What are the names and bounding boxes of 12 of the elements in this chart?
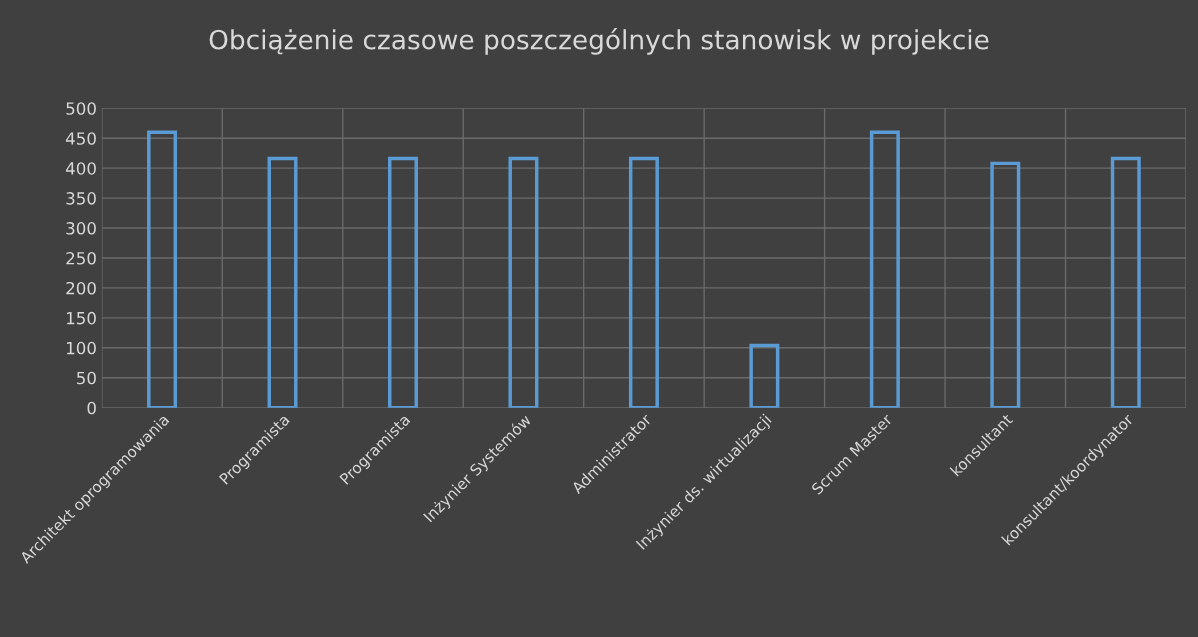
y-tick-label: 350 — [66, 192, 96, 205]
y-tick-label: 450 — [65, 132, 96, 145]
y-tick-label: 50 — [77, 371, 96, 385]
y-tick-label: 250 — [66, 251, 96, 265]
chart-title: Obciążenie czasowe poszczególnych stanowisk w projekcie — [209, 28, 989, 55]
y-tick-label: 0 — [87, 401, 96, 415]
y-tick-label: 400 — [65, 162, 96, 175]
y-tick-label: 100 — [66, 341, 96, 355]
y-tick-label: 150 — [66, 311, 96, 325]
y-tick-label: 200 — [66, 281, 96, 295]
y-tick-label: 300 — [66, 222, 96, 235]
y-tick-label: 500 — [66, 102, 96, 115]
